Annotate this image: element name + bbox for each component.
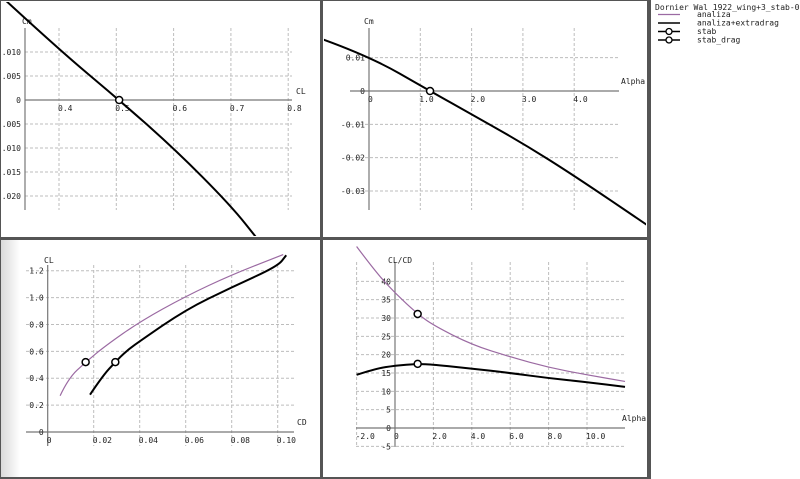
- x-tick-label: 8.0: [548, 432, 563, 441]
- panel-frame-clcd-alpha: [321, 238, 649, 479]
- y-tick-label: 15: [381, 369, 391, 378]
- y-tick-label: 1.0: [29, 294, 44, 303]
- x-tick-label: 0.6: [173, 104, 188, 113]
- panel-shade: [0, 239, 20, 477]
- legend-item: stab_drag: [658, 36, 741, 45]
- legend-title: Dornier Wal 1922_wing+3_stab-0,5: [655, 3, 800, 12]
- y-tick-label: 0: [39, 428, 44, 437]
- x-tick-label: -2.0: [356, 432, 375, 441]
- y-tick-label: 0: [360, 87, 365, 96]
- legend: Dornier Wal 1922_wing+3_stab-0,5 analiza…: [655, 3, 800, 45]
- y-tick-label: -0.020: [0, 192, 21, 201]
- y-tick-label: -0.005: [0, 120, 21, 129]
- panel-frame-cm-cl: [0, 0, 322, 239]
- y-axis-title: CL: [44, 256, 54, 265]
- chart-cm-vs-cl: 0.4 0.5 0.6 0.7 0.8 0.010 0.005 0 -0.005 -0.010 -0…: [0, 2, 306, 236]
- legend-label: analiza+extradrag: [697, 19, 779, 28]
- x-axis-title: CL: [296, 87, 306, 96]
- x-axis-title: Alpha: [622, 414, 646, 423]
- legend-marker-icon: [665, 27, 673, 36]
- y-tick-label: 0.8: [29, 320, 44, 329]
- x-axis-title: Alpha: [621, 77, 645, 86]
- y-tick-label: 0.6: [29, 347, 44, 356]
- x-tick-label: 0.02: [93, 436, 112, 445]
- x-tick-label: 0.08: [231, 436, 250, 445]
- x-tick-label: 0.06: [185, 436, 204, 445]
- y-axis-title: Cm: [22, 17, 32, 26]
- legend-label: stab_drag: [697, 36, 741, 45]
- series-line-analiza-extradrag: [5, 2, 257, 236]
- x-tick-label: 3.0: [522, 95, 537, 104]
- y-tick-label: 5: [386, 406, 391, 415]
- x-tick-label: 0.7: [230, 104, 245, 113]
- y-tick-label: 20: [381, 351, 391, 360]
- marker-stab-drag: [111, 357, 120, 367]
- legend-marker-icon: [665, 36, 673, 44]
- y-tick-label: -0.02: [341, 154, 365, 163]
- legend-item: analiza+extradrag: [658, 19, 779, 28]
- marker-stab: [425, 86, 435, 96]
- x-tick-label: 0.5: [115, 104, 130, 113]
- series-line-analiza: [356, 246, 626, 383]
- marker-stab-drag: [413, 359, 422, 369]
- x-tick-label: 2.0: [471, 95, 486, 104]
- chart-cm-vs-alpha: 0 1.0 2.0 3.0 4.0 0.01 0 -0.01 -0.02 -0.03 Alpha Cm: [324, 17, 646, 226]
- y-tick-label: 0.2: [29, 401, 44, 410]
- y-tick-label: 40: [381, 277, 391, 286]
- x-tick-label: 0: [47, 436, 52, 445]
- x-tick-label: 0.8: [287, 104, 302, 113]
- y-axis-title: Cm: [364, 17, 374, 26]
- y-tick-label: -5: [381, 442, 391, 451]
- x-tick-label: 1.0: [419, 95, 434, 104]
- chart-clcd-vs-alpha: -2.0 0 2.0 4.0 6.0 8.0 10.04035302520151050-5A…: [356, 246, 646, 451]
- x-tick-label: 4.0: [471, 432, 486, 441]
- x-tick-label: 4.0: [573, 95, 588, 104]
- x-tick-label: 10.0: [586, 432, 605, 441]
- legend-label: analiza: [697, 10, 731, 19]
- marker-stab: [114, 95, 124, 105]
- legend-label: stab: [697, 27, 716, 36]
- x-tick-label: 0: [368, 95, 373, 104]
- marker-stab: [413, 309, 422, 319]
- chart-cl-vs-cd: 0 0.02 0.04 0.06 0.08 0.10 1.2 1.0 0.8 0.6 0.4 0.2 0…: [26, 254, 307, 446]
- y-tick-label: 0.4: [29, 374, 44, 383]
- x-tick-label: 0.04: [139, 436, 158, 445]
- y-tick-label: 0.010: [0, 48, 21, 57]
- y-tick-label: 0.005: [0, 72, 21, 81]
- x-tick-label: 0.10: [277, 436, 296, 445]
- x-tick-label: 6.0: [509, 432, 524, 441]
- y-tick-label: 0.01: [346, 54, 365, 63]
- y-tick-label: -0.010: [0, 144, 21, 153]
- y-tick-label: 10: [381, 387, 391, 396]
- y-tick-label: 25: [381, 332, 391, 341]
- marker-stab: [81, 357, 90, 367]
- y-axis-title: CL/CD: [388, 256, 412, 265]
- series-line-analiza-extradrag: [89, 254, 288, 396]
- y-tick-label: -0.015: [0, 168, 21, 177]
- x-tick-label: 2.0: [432, 432, 447, 441]
- y-tick-label: 35: [381, 296, 391, 305]
- y-tick-label: 1.2: [29, 267, 44, 276]
- y-tick-label: -0.01: [341, 120, 365, 129]
- panel-frame-cm-alpha: [321, 0, 649, 239]
- y-tick-label: -0.03: [341, 187, 365, 196]
- y-tick-label: 0: [16, 96, 21, 105]
- y-tick-label: 30: [381, 314, 391, 323]
- series-line-analiza: [59, 254, 284, 396]
- series-line-analiza-extradrag: [324, 38, 646, 226]
- legend-item: analiza: [658, 10, 731, 19]
- series-line-analiza-extradrag: [356, 363, 626, 388]
- legend-item: stab: [658, 27, 716, 36]
- y-tick-label: 0: [386, 424, 391, 433]
- x-tick-label: 0: [394, 432, 399, 441]
- x-axis-title: CD: [297, 418, 307, 427]
- x-tick-label: 0.4: [58, 104, 73, 113]
